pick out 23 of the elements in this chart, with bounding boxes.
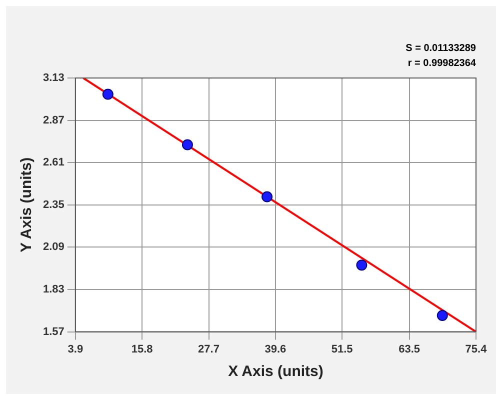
y-tick-label: 2.35 <box>42 198 64 211</box>
point <box>182 139 193 150</box>
x-tick-label: 75.4 <box>465 343 488 356</box>
y-axis-title: Y Axis (units) <box>18 157 36 252</box>
point <box>102 88 114 100</box>
y-tick-label: 3.13 <box>42 72 64 84</box>
y-tick-label: 2.61 <box>42 156 64 169</box>
y-tick-label: 1.83 <box>42 284 64 296</box>
y-tick-label: 2.87 <box>42 114 64 126</box>
y-tick-label: 2.09 <box>42 241 64 254</box>
point <box>436 310 448 322</box>
point <box>356 260 368 271</box>
text: r = 0.99982364 <box>408 58 476 69</box>
x-tick-label: 63.5 <box>398 343 420 356</box>
y-tick-label: 1.57 <box>42 326 64 338</box>
point <box>262 191 273 202</box>
x-tick-label: 51.5 <box>331 343 353 356</box>
x-tick-label: 15.8 <box>131 343 153 356</box>
x-axis-title: X Axis (units) <box>228 363 324 380</box>
text: S = 0.01133289 <box>406 42 476 54</box>
x-tick-label: 3.9 <box>68 343 84 356</box>
x-tick-label: 39.6 <box>264 343 286 356</box>
x-tick-label: 27.7 <box>198 343 220 356</box>
